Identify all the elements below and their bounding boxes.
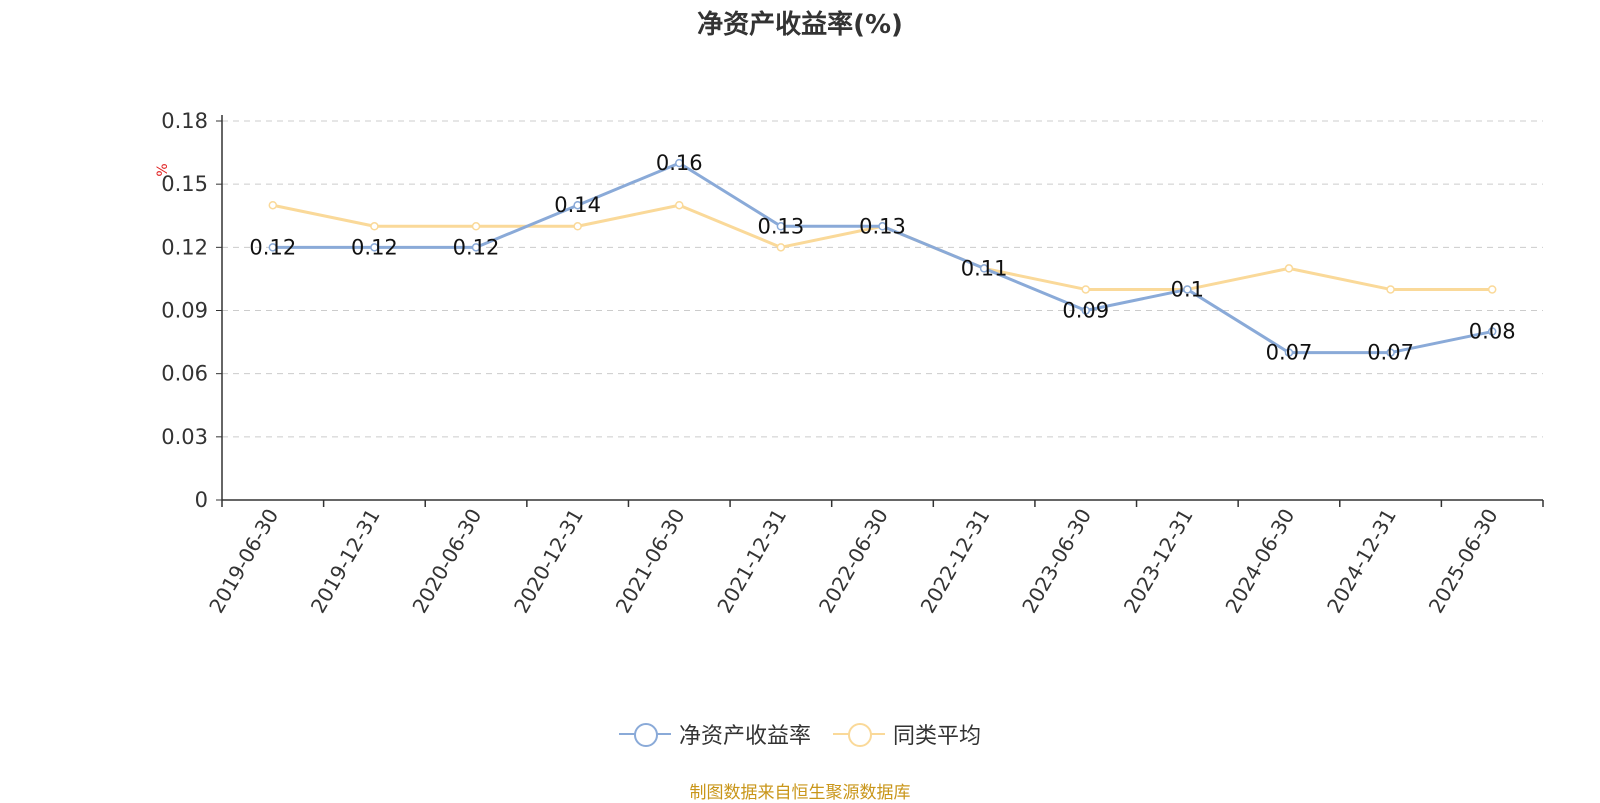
data-label: 0.12	[249, 235, 296, 259]
series-0-point	[1183, 285, 1192, 294]
legend-item-roe[interactable]: 净资产收益率	[618, 718, 811, 750]
y-tick-label: 0.06	[161, 362, 208, 386]
series-0-point	[979, 264, 989, 273]
series-1-point	[776, 243, 786, 252]
data-label: 0.14	[554, 193, 601, 217]
data-label: 0.1	[1171, 277, 1204, 301]
x-tick-label: 2019-12-31	[306, 505, 385, 618]
legend: 净资产收益率 同类平均	[0, 718, 1600, 750]
x-tick-label: 2022-12-31	[916, 505, 995, 618]
x-tick-label: 2023-06-30	[1017, 505, 1096, 618]
legend-peer-marker-icon	[833, 720, 885, 748]
x-tick-label: 2020-12-31	[509, 505, 588, 618]
data-label: 0.09	[1062, 299, 1109, 323]
chart-title: 净资产收益率(%)	[697, 10, 903, 40]
series-1-point	[268, 200, 278, 210]
x-tick-label: 2021-12-31	[712, 505, 791, 618]
data-label: 0.12	[453, 235, 500, 259]
data-label: 0.13	[859, 214, 906, 238]
x-tick-label: 2019-06-30	[204, 505, 283, 618]
legend-peer-circle	[848, 723, 872, 747]
series-0-point	[878, 222, 887, 231]
axes: 0 0.03 0.06 0.09 0.12 0.15 0.18% 2019-06-30 2019…	[155, 109, 1544, 618]
series-1-point	[675, 200, 684, 210]
series-1-point	[1284, 264, 1294, 273]
series-0-point	[1284, 348, 1294, 357]
series-0-point	[1081, 306, 1090, 315]
series-0-point	[675, 158, 684, 168]
legend-item-peer-average[interactable]: 同类平均	[833, 718, 981, 750]
series-1-point	[471, 222, 481, 231]
data-label: 0.07	[1266, 341, 1313, 365]
source-note: 制图数据来自恒生聚源数据库	[689, 783, 911, 803]
series-0-point	[1386, 348, 1395, 357]
x-tick-label: 2023-12-31	[1119, 505, 1198, 618]
data-label: 0.07	[1367, 341, 1414, 365]
y-tick-label: 0.15	[161, 172, 208, 196]
legend-peer-label: 同类平均	[893, 724, 982, 749]
y-tick-label: 0.03	[161, 425, 208, 449]
series-lines	[268, 158, 1497, 357]
series-1-point	[1386, 285, 1395, 294]
series-0-point	[573, 200, 582, 210]
y-tick-label: 0.18	[161, 109, 208, 133]
series-1-point	[1487, 285, 1497, 294]
y-tick-label: 0.12	[161, 235, 208, 259]
data-labels: 0.12 0.12 0.12 0.14 0.16 0.13 0.13 0.11 0.09 0.1 0…	[249, 151, 1515, 365]
data-label: 0.13	[758, 214, 805, 238]
series-0-point	[370, 243, 379, 252]
data-label: 0.08	[1469, 320, 1516, 344]
x-tick-label: 2024-06-30	[1220, 505, 1299, 618]
data-label: 0.12	[351, 235, 398, 259]
x-tick-label: 2025-06-30	[1424, 505, 1503, 618]
y-axis-unit-label: %	[155, 163, 171, 176]
series-0-point	[1487, 327, 1497, 336]
x-tick-label: 2021-06-30	[611, 505, 690, 618]
x-tick-label: 2020-06-30	[407, 505, 486, 618]
legend-roe-circle	[633, 723, 658, 747]
x-tick-label: 2022-06-30	[814, 505, 893, 618]
data-label: 0.16	[656, 151, 703, 175]
legend-roe-marker-icon	[618, 720, 671, 748]
series-1-point	[573, 222, 582, 231]
x-tick-label: 2024-12-31	[1322, 505, 1401, 618]
series-1-point	[1081, 285, 1090, 294]
series-0-point	[268, 243, 278, 252]
series-0-point	[471, 243, 481, 252]
series-0-point	[776, 222, 786, 231]
legend-roe-label: 净资产收益率	[678, 724, 811, 749]
series-1-point	[370, 222, 379, 231]
data-label: 0.11	[961, 256, 1008, 280]
y-tick-label: 0.09	[161, 299, 208, 323]
y-tick-label: 0	[195, 488, 208, 512]
